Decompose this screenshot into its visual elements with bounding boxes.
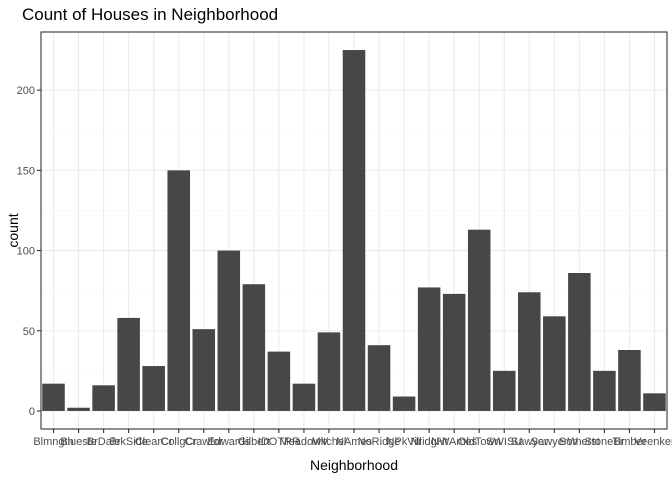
- bar-collgcr: [167, 170, 190, 411]
- y-axis: 0 50 100 150 200: [17, 85, 41, 418]
- x-tick-label: NPkVill: [386, 436, 421, 448]
- y-tick-label: 200: [17, 85, 35, 97]
- x-tick-label: Somerst: [559, 436, 600, 448]
- bar-sawyer: [518, 292, 541, 411]
- x-tick-label: IDOTRR: [258, 436, 300, 448]
- x-tick-label: ClearCr: [135, 436, 173, 448]
- bar-idotrr: [267, 351, 291, 411]
- y-tick-label: 50: [23, 326, 35, 338]
- bar-mitchel: [317, 332, 341, 411]
- bar-blmngtn: [42, 383, 65, 411]
- bar-swisu: [492, 370, 516, 411]
- bar-stonebr: [593, 370, 616, 411]
- x-tick-label: NoRidge: [358, 436, 401, 448]
- x-tick-label: MeadowV: [279, 436, 329, 448]
- x-tick-label: BrDale: [87, 436, 121, 448]
- bar-timber: [618, 350, 641, 411]
- bar-npkvill: [392, 396, 416, 411]
- x-tick-label: Timber: [613, 436, 647, 448]
- x-tick-label: BrkSide: [109, 436, 148, 448]
- x-tick-label: Mitchel: [312, 436, 347, 448]
- x-tick-label: OldTown: [458, 436, 501, 448]
- x-tick-label: StoneBr: [585, 436, 625, 448]
- bar-nwames: [442, 293, 466, 411]
- x-tick-label: Crawfor: [185, 436, 224, 448]
- bar-sawyerw: [543, 316, 566, 411]
- x-tick-label: SawyerW: [531, 436, 579, 448]
- x-tick-label: NWAmes: [431, 436, 478, 448]
- bar-blueste: [67, 407, 90, 411]
- bar-noridge: [367, 345, 391, 411]
- x-tick-label: NridgHt: [410, 436, 447, 448]
- chart-title: Count of Houses in Neighborhood: [22, 5, 278, 24]
- y-tick-label: 150: [17, 165, 35, 177]
- x-axis: BlmngtnBluesteBrDaleBrkSideClearCrCollgC…: [33, 429, 672, 448]
- bars: [42, 50, 666, 411]
- x-tick-label: Edwards: [207, 436, 250, 448]
- bar-oldtown: [467, 229, 491, 411]
- bar-somerst: [568, 273, 591, 411]
- x-tick-label: SWISU: [486, 436, 522, 448]
- x-tick-label: Sawyer: [511, 436, 548, 448]
- bar-nridght: [417, 287, 441, 411]
- bar-clearcr: [142, 366, 165, 411]
- x-tick-label: Blmngtn: [33, 436, 73, 448]
- x-tick-label: Blueste: [60, 436, 97, 448]
- x-tick-label: Veenker: [634, 436, 672, 448]
- x-tick-label: CollgCr: [160, 436, 197, 448]
- bar-meadowv: [292, 383, 316, 411]
- bar-crawfor: [192, 329, 216, 411]
- y-axis-title: count: [5, 213, 21, 247]
- bar-names: [342, 50, 366, 411]
- x-tick-label: Gilbert: [238, 436, 270, 448]
- x-tick-label: NAmes: [336, 436, 373, 448]
- bar-gilbert: [242, 284, 266, 411]
- bar-brkside: [117, 317, 140, 411]
- y-tick-label: 0: [29, 406, 35, 418]
- bar-brdale: [92, 385, 115, 411]
- y-tick-label: 100: [17, 246, 35, 258]
- bar-veenker: [643, 393, 666, 411]
- bar-edwards: [217, 250, 241, 411]
- x-axis-title: Neighborhood: [310, 457, 398, 473]
